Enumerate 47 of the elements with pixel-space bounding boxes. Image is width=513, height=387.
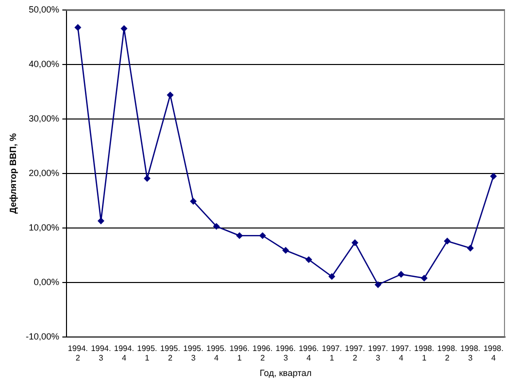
x-tick-label: 1998. 2 [437, 344, 458, 363]
x-tick-label: 1997. 2 [344, 344, 365, 363]
y-tick-label: 30,00% [28, 113, 60, 124]
x-tick-label: 1997. 1 [322, 344, 342, 363]
point [490, 173, 497, 180]
y-axis-title: Дефлятор ВВП, % [8, 133, 18, 214]
x-tick-label: 1998. 3 [460, 344, 480, 363]
x-tick-label: 1997. 4 [391, 344, 412, 363]
point [259, 232, 266, 239]
point [374, 282, 382, 288]
x-tick-label: 1996. 1 [229, 344, 250, 363]
point [190, 198, 196, 204]
point [467, 245, 474, 252]
y-tick-label: 40,00% [28, 58, 60, 69]
x-tick-label: 1995. 1 [137, 344, 158, 363]
x-tick-label: 1995. 4 [206, 344, 226, 363]
x-tick-label: 1997. 3 [368, 344, 388, 363]
y-tick-label: -10,00% [26, 331, 60, 342]
x-tick-label: 1998. 1 [414, 344, 434, 363]
point [421, 274, 428, 282]
y-tick-label: 0,00% [34, 276, 60, 287]
y-tick-label: 10,00% [28, 222, 60, 232]
point [306, 256, 312, 263]
point [167, 92, 174, 98]
x-tick-label: 1994. 2 [68, 344, 88, 363]
x-tick-label: 1998. 4 [483, 344, 504, 363]
point [352, 240, 358, 246]
point [144, 175, 150, 182]
y-tick-label: 20,00% [28, 168, 60, 178]
x-tick-label: 1996. 2 [252, 344, 273, 363]
point [282, 247, 289, 254]
point [398, 271, 404, 278]
point [236, 232, 243, 239]
point [74, 24, 82, 31]
x-axis-title: Год, квартал [260, 368, 312, 378]
x-tick-label: 1995. 2 [160, 344, 180, 363]
point [328, 273, 335, 280]
point [98, 218, 104, 224]
x-tick-label: 1994. 3 [90, 344, 111, 363]
point [120, 25, 128, 32]
x-tick-label: 1994. 4 [114, 344, 134, 363]
x-tick-label: 1996. 3 [276, 344, 296, 363]
point [213, 223, 220, 230]
point [444, 238, 450, 244]
x-tick-label: 1995. 3 [183, 344, 204, 363]
y-tick-label: 50,00% [28, 4, 60, 14]
x-tick-label: 1996. 4 [298, 344, 319, 363]
